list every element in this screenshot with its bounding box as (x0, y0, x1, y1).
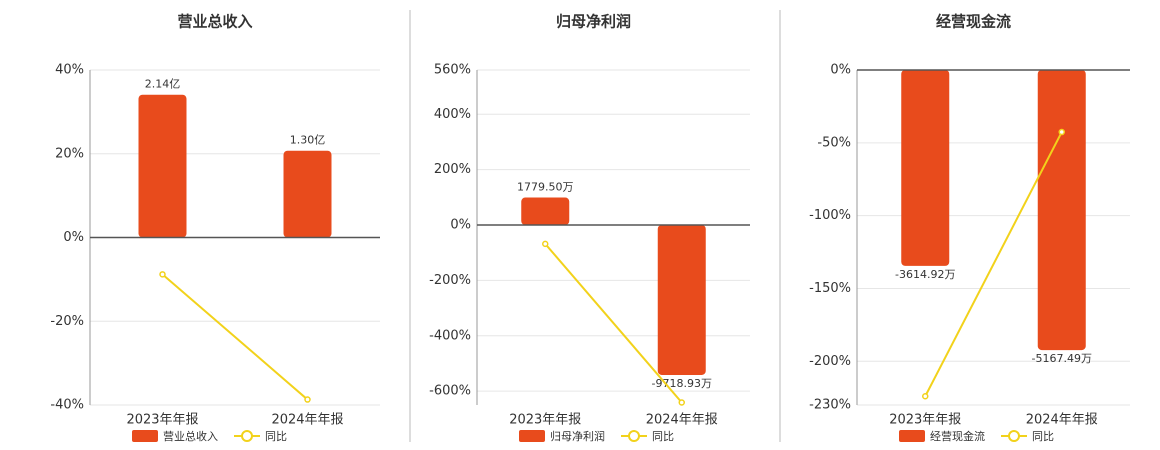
line (161, 273, 309, 401)
y-tick-label: 200% (434, 162, 471, 177)
legend-marker (1008, 430, 1020, 442)
point (159, 271, 166, 278)
x-tick-label: 2023年年报 (509, 413, 581, 428)
x-tick-label: 2023年年报 (889, 413, 961, 428)
legend-label: 归母净利润 (550, 429, 605, 443)
y-tick-label: -50% (817, 135, 851, 150)
y-tick-label: 0% (63, 230, 84, 245)
chart-title: 归母净利润 (556, 13, 631, 31)
y-tick-label: -100% (809, 208, 851, 223)
value-label: -3614.92万 (895, 268, 955, 281)
x-tick-label: 2024年年报 (1026, 413, 1098, 428)
y-tick-label: -400% (429, 328, 471, 343)
point (304, 396, 311, 403)
x-tick-label: 2023年年报 (126, 413, 198, 428)
line (924, 131, 1063, 397)
y-tick-label: 20% (55, 146, 84, 161)
x-tick-label: 2024年年报 (271, 413, 343, 428)
legend-marker (628, 430, 640, 442)
bar (1037, 70, 1086, 351)
y-tick-label: -600% (429, 384, 471, 399)
point (678, 399, 685, 406)
legend-label: 营业总收入 (163, 429, 218, 443)
bar (283, 150, 332, 238)
y-tick-label: 560% (434, 63, 471, 78)
bar (138, 94, 187, 238)
point (542, 240, 549, 248)
legend-label: 同比 (1032, 430, 1054, 443)
legend-label: 同比 (265, 430, 287, 443)
bar (521, 197, 570, 226)
value-label: 1.30亿 (290, 134, 326, 147)
y-tick-label: 0% (830, 63, 851, 78)
y-tick-label: 400% (434, 107, 471, 122)
y-tick-label: -200% (429, 273, 471, 288)
legend-marker (241, 430, 253, 442)
bar (657, 225, 706, 375)
legend-label: 同比 (652, 430, 674, 443)
value-label: 2.14亿 (145, 78, 181, 91)
y-tick-label: -40% (50, 398, 84, 413)
line (544, 243, 683, 404)
x-tick-label: 2024年年报 (646, 413, 718, 428)
chart-title: 营业总收入 (177, 13, 252, 31)
value-label: 1779.50万 (517, 181, 574, 194)
y-tick-label: 40% (55, 63, 84, 78)
point (922, 393, 929, 400)
bar (901, 70, 950, 266)
legend-label: 经营现金流 (930, 429, 985, 443)
point (1058, 128, 1065, 136)
value-label: -9718.93万 (652, 377, 712, 390)
value-label: -5167.49万 (1032, 352, 1092, 365)
y-tick-label: -20% (50, 314, 84, 329)
y-tick-label: -150% (809, 281, 851, 296)
legend-swatch (899, 430, 925, 442)
chart-title: 经营现金流 (936, 13, 1011, 31)
y-tick-label: 0% (450, 218, 471, 233)
legend-swatch (132, 430, 158, 442)
legend-swatch (519, 430, 545, 442)
y-tick-label: -230% (809, 398, 851, 413)
y-tick-label: -200% (809, 354, 851, 369)
